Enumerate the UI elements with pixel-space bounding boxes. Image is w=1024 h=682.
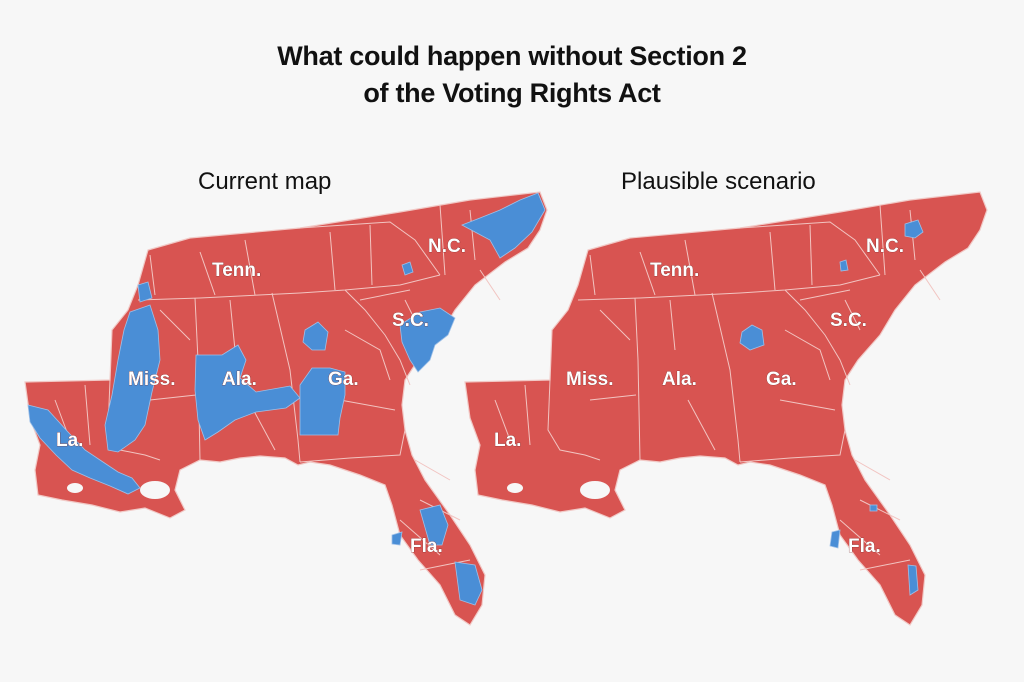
label-miss: Miss.: [128, 369, 176, 390]
label-la: La.: [494, 430, 521, 451]
scenario-map: [464, 191, 988, 626]
label-sc: S.C.: [830, 310, 867, 331]
label-sc: S.C.: [392, 310, 429, 331]
chart-title: What could happen without Section 2 of t…: [0, 38, 1024, 112]
label-fla: Fla.: [410, 536, 443, 557]
label-nc: N.C.: [866, 236, 904, 257]
current-map: [24, 191, 548, 626]
label-tenn: Tenn.: [650, 260, 699, 281]
label-ga: Ga.: [766, 369, 797, 390]
scenario-map-labels: Tenn. N.C. S.C. Miss. Ala. Ga. La. Fla.: [494, 236, 905, 558]
label-ala: Ala.: [662, 369, 697, 390]
current-map-subtitle: Current map: [198, 168, 332, 195]
label-miss: Miss.: [566, 369, 614, 390]
label-fla: Fla.: [848, 536, 881, 557]
title-line-2: of the Voting Rights Act: [363, 78, 661, 108]
label-nc: N.C.: [428, 236, 466, 257]
label-ga: Ga.: [328, 369, 359, 390]
scenario-map-subtitle: Plausible scenario: [621, 168, 816, 195]
label-tenn: Tenn.: [212, 260, 261, 281]
title-line-1: What could happen without Section 2: [277, 41, 747, 71]
label-ala: Ala.: [222, 369, 257, 390]
current-map-labels: Tenn. N.C. S.C. Miss. Ala. Ga. La. Fla.: [56, 236, 467, 558]
label-la: La.: [56, 430, 83, 451]
